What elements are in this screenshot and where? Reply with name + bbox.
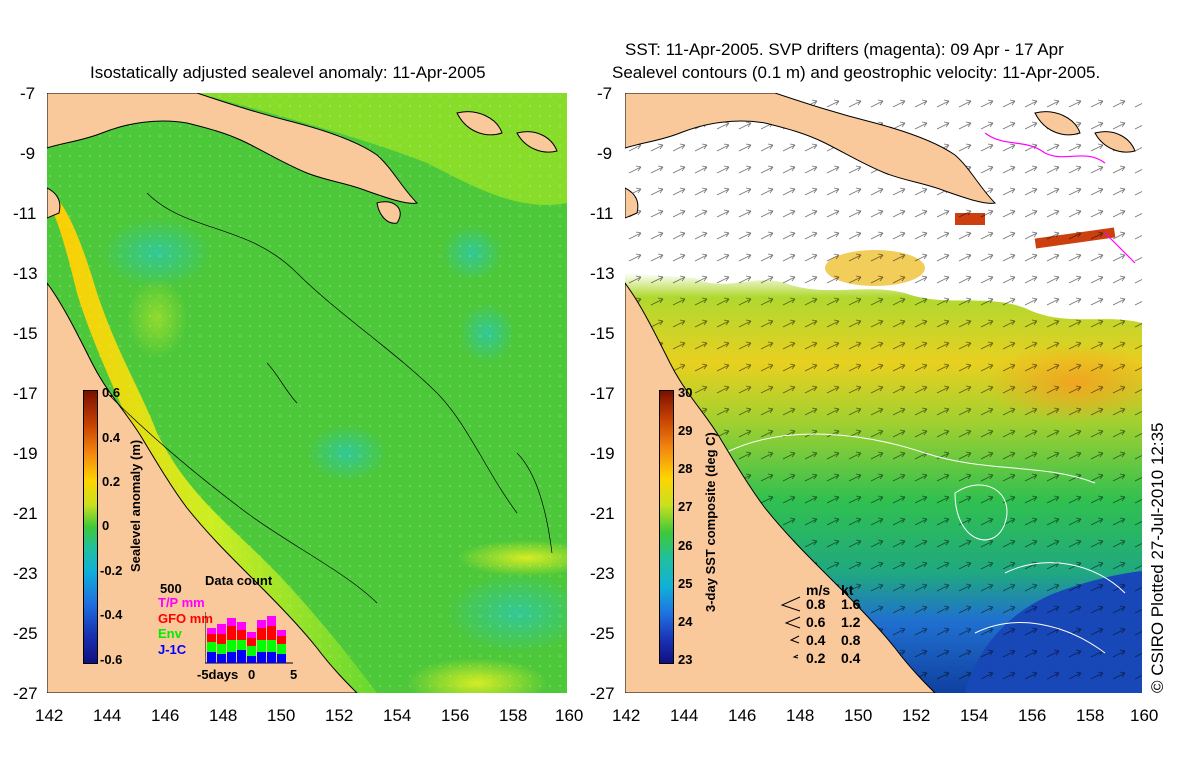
velocity-legend-ms-header: m/s bbox=[806, 582, 831, 598]
data-count-legend-env: Env bbox=[158, 626, 182, 641]
velocity-legend-ms: 0.4 bbox=[806, 632, 826, 648]
right-y-tick: -15 bbox=[590, 324, 615, 343]
sst-colorbar bbox=[659, 390, 674, 664]
data-count-x-mid: 0 bbox=[248, 667, 256, 682]
left-x-tick: 142 bbox=[35, 706, 64, 725]
left-x-tick: 158 bbox=[499, 706, 528, 725]
left-y-tick: -7 bbox=[20, 84, 36, 103]
left-y-tick: -27 bbox=[13, 684, 38, 703]
left-x-tick: 154 bbox=[383, 706, 412, 725]
right-x-tick: 154 bbox=[960, 706, 989, 725]
right-x-tick: 146 bbox=[728, 706, 757, 725]
copyright-text: © CSIRO Plotted 27-Jul-2010 12:35 bbox=[1148, 422, 1167, 693]
sst-velocity-map bbox=[625, 93, 1142, 693]
sst-colorbar-label: 3-day SST composite (deg C) bbox=[703, 432, 718, 612]
velocity-legend-kt: 0.8 bbox=[841, 632, 861, 648]
sealevel-colorbar-tick: 0.4 bbox=[102, 430, 121, 445]
velocity-legend-ms: 0.2 bbox=[806, 650, 826, 666]
sst-colorbar-tick: 23 bbox=[678, 652, 693, 667]
sealevel-colorbar-label: Sealevel anomaly (m) bbox=[128, 439, 143, 572]
sealevel-colorbar-tick: 0.2 bbox=[102, 474, 121, 489]
right-y-tick: -27 bbox=[590, 684, 615, 703]
data-count-legend-tp: T/P mm bbox=[158, 595, 205, 610]
data-count-histogram bbox=[205, 612, 293, 664]
sealevel-colorbar-tick: -0.6 bbox=[100, 652, 123, 667]
right-y-tick: -17 bbox=[590, 384, 615, 403]
right-map-title-line1: SST: 11-Apr-2005. SVP drifters (magenta)… bbox=[625, 40, 1064, 59]
right-x-tick: 148 bbox=[786, 706, 815, 725]
sst-colorbar-tick: 28 bbox=[678, 461, 693, 476]
left-y-tick: -17 bbox=[13, 384, 38, 403]
left-y-tick: -11 bbox=[13, 204, 37, 223]
sealevel-colorbar-tick: -0.2 bbox=[100, 563, 123, 578]
right-y-tick: -25 bbox=[590, 624, 615, 643]
velocity-legend-ms: 0.8 bbox=[806, 596, 826, 612]
sst-colorbar-tick: 27 bbox=[678, 499, 693, 514]
left-x-tick: 152 bbox=[325, 706, 354, 725]
sst-colorbar-tick: 30 bbox=[678, 385, 693, 400]
right-y-tick: -9 bbox=[597, 144, 613, 163]
sealevel-colorbar-tick: 0 bbox=[102, 518, 110, 533]
right-x-tick: 160 bbox=[1130, 706, 1159, 725]
right-y-tick: -21 bbox=[590, 504, 615, 523]
right-y-tick: -7 bbox=[597, 84, 613, 103]
sst-colorbar-tick: 26 bbox=[678, 538, 693, 553]
left-y-tick: -13 bbox=[13, 264, 38, 283]
sealevel-colorbar bbox=[83, 390, 98, 664]
data-count-x-right: 5 bbox=[290, 667, 298, 682]
right-x-tick: 156 bbox=[1018, 706, 1047, 725]
right-x-tick: 158 bbox=[1076, 706, 1105, 725]
right-x-tick: 150 bbox=[844, 706, 873, 725]
left-y-tick: -25 bbox=[13, 624, 38, 643]
sst-colorbar-tick: 29 bbox=[678, 423, 693, 438]
left-x-tick: 146 bbox=[151, 706, 180, 725]
right-x-tick: 144 bbox=[670, 706, 699, 725]
sealevel-colorbar-tick: -0.4 bbox=[100, 607, 123, 622]
left-x-tick: 144 bbox=[93, 706, 122, 725]
sst-colorbar-tick: 24 bbox=[678, 614, 693, 629]
left-x-tick: 156 bbox=[441, 706, 470, 725]
data-count-legend-gfo: GFO mm bbox=[158, 611, 213, 626]
left-x-tick: 150 bbox=[267, 706, 296, 725]
right-map-title-line2: Sealevel contours (0.1 m) and geostrophi… bbox=[612, 63, 1101, 82]
left-y-tick: -23 bbox=[13, 564, 38, 583]
velocity-legend-kt: 1.6 bbox=[841, 596, 861, 612]
sealevel-anomaly-map bbox=[47, 93, 567, 693]
left-y-tick: -21 bbox=[13, 504, 38, 523]
velocity-legend-ms: 0.6 bbox=[806, 614, 826, 630]
right-y-tick: -23 bbox=[590, 564, 615, 583]
left-map-title: Isostatically adjusted sealevel anomaly:… bbox=[90, 63, 486, 82]
right-y-tick: -11 bbox=[590, 204, 614, 223]
left-y-tick: -15 bbox=[13, 324, 38, 343]
sealevel-colorbar-tick: 0.6 bbox=[102, 385, 121, 400]
left-y-tick: -9 bbox=[20, 144, 36, 163]
right-y-tick: -19 bbox=[590, 444, 615, 463]
right-x-tick: 142 bbox=[612, 706, 641, 725]
data-count-legend-j1c: J-1C bbox=[158, 642, 187, 657]
velocity-legend-kt: 1.2 bbox=[841, 614, 861, 630]
velocity-legend-kt: 0.4 bbox=[841, 650, 861, 666]
data-count-x-left: -5days bbox=[197, 667, 239, 682]
sst-colorbar-tick: 25 bbox=[678, 576, 693, 591]
left-y-tick: -19 bbox=[13, 444, 38, 463]
right-x-tick: 152 bbox=[902, 706, 931, 725]
right-y-tick: -13 bbox=[590, 264, 615, 283]
data-count-title: Data count bbox=[205, 573, 273, 588]
velocity-legend-arrows bbox=[778, 595, 804, 667]
velocity-legend-kt-header: kt bbox=[841, 582, 854, 598]
left-x-tick: 160 bbox=[555, 706, 584, 725]
data-count-max: 500 bbox=[160, 581, 182, 596]
left-x-tick: 148 bbox=[209, 706, 238, 725]
